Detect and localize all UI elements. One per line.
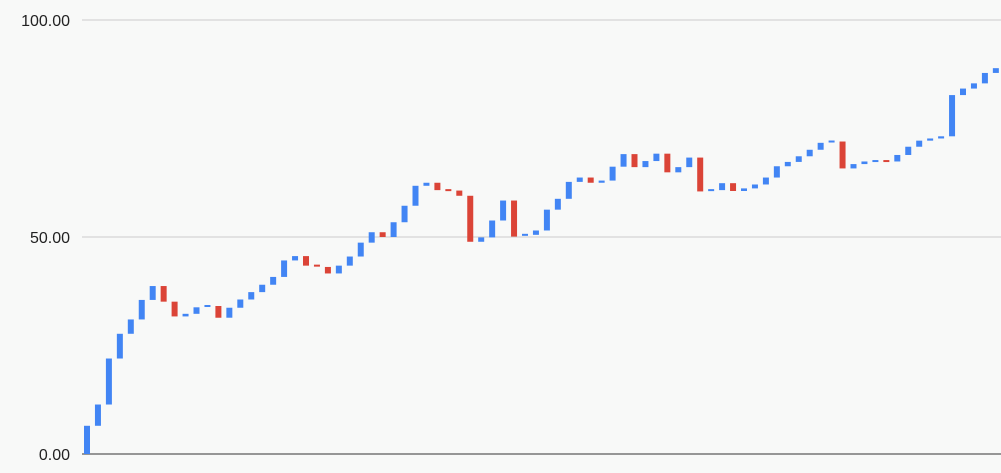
waterfall-bar-increase xyxy=(576,177,583,182)
waterfall-bar-increase xyxy=(861,161,868,165)
waterfall-bar-increase xyxy=(675,167,682,173)
waterfall-bar-increase xyxy=(94,404,101,426)
waterfall-bar-decrease xyxy=(730,183,737,191)
waterfall-bar-decrease xyxy=(434,182,441,191)
waterfall-bar-increase xyxy=(489,220,496,238)
waterfall-bar-increase xyxy=(762,177,769,185)
waterfall-bar-increase xyxy=(149,286,156,300)
waterfall-bar-increase xyxy=(259,284,266,293)
waterfall-bar-increase xyxy=(412,185,419,206)
waterfall-bar-decrease xyxy=(511,200,518,237)
waterfall-bar-decrease xyxy=(215,306,222,318)
waterfall-bar-increase xyxy=(653,153,660,162)
waterfall-bar-decrease xyxy=(883,160,890,163)
waterfall-bar-increase xyxy=(346,256,353,266)
y-tick-label: 100.00 xyxy=(21,13,70,30)
waterfall-bar-decrease xyxy=(303,256,309,266)
waterfall-bar-decrease xyxy=(664,153,671,173)
bars xyxy=(84,68,999,454)
waterfall-bar-increase xyxy=(741,188,747,191)
waterfall-bar-decrease xyxy=(839,141,846,169)
waterfall-bar-increase xyxy=(872,160,879,163)
waterfall-bar-increase xyxy=(248,292,255,300)
waterfall-bar-increase xyxy=(193,307,200,314)
waterfall-bar-increase xyxy=(992,68,999,73)
waterfall-bar-increase xyxy=(817,142,824,150)
waterfall-bar-increase xyxy=(226,307,233,318)
waterfall-bar-increase xyxy=(806,149,813,157)
waterfall-bar-increase xyxy=(357,242,364,257)
waterfall-bar-increase xyxy=(138,299,145,320)
waterfall-bar-increase xyxy=(237,299,244,308)
waterfall-bar-increase xyxy=(708,189,715,192)
y-tick-label: 50.00 xyxy=(30,230,70,247)
waterfall-bar-increase xyxy=(204,305,211,308)
waterfall-bar-increase xyxy=(642,161,649,168)
waterfall-bar-increase xyxy=(719,183,726,191)
waterfall-bar-increase xyxy=(116,333,123,359)
waterfall-bar-increase xyxy=(927,138,934,141)
waterfall-bar-increase xyxy=(500,200,507,221)
waterfall-bar-increase xyxy=(522,233,528,236)
waterfall-bar-decrease xyxy=(467,195,474,242)
waterfall-bar-increase xyxy=(423,182,430,186)
waterfall-bar-increase xyxy=(751,184,758,189)
waterfall-bar-increase xyxy=(281,260,288,277)
waterfall-bar-increase xyxy=(981,72,988,84)
waterfall-bar-increase xyxy=(182,313,189,317)
waterfall-bar-increase xyxy=(598,180,605,183)
waterfall-bar-increase xyxy=(620,154,627,167)
waterfall-bar-increase xyxy=(828,140,835,143)
waterfall-bar-decrease xyxy=(171,301,178,317)
waterfall-bar-increase xyxy=(949,95,956,137)
waterfall-bar-decrease xyxy=(587,177,594,183)
waterfall-bar-increase xyxy=(84,425,90,454)
waterfall-bar-increase xyxy=(894,154,901,162)
waterfall-bar-decrease xyxy=(697,157,704,192)
waterfall-bar-decrease xyxy=(313,264,320,267)
y-axis-tick-labels: 0.00 50.00 100.00 xyxy=(21,13,70,464)
waterfall-bar-increase xyxy=(105,358,112,405)
waterfall-bar-increase xyxy=(390,222,397,237)
waterfall-bar-decrease xyxy=(379,232,386,237)
waterfall-bar-increase xyxy=(565,181,572,199)
waterfall-bar-increase xyxy=(970,83,977,89)
waterfall-bar-increase xyxy=(850,164,857,169)
waterfall-bar-increase xyxy=(795,156,802,162)
waterfall-bar-decrease xyxy=(324,266,331,274)
waterfall-bar-increase xyxy=(960,88,966,96)
waterfall-bar-increase xyxy=(554,198,561,210)
waterfall-bar-increase xyxy=(335,265,342,274)
waterfall-bar-increase xyxy=(916,140,923,147)
waterfall-bar-increase xyxy=(127,319,134,334)
waterfall-bar-decrease xyxy=(456,190,463,196)
waterfall-bar-increase xyxy=(478,237,485,242)
waterfall-bar-increase xyxy=(401,205,408,223)
waterfall-bar-increase xyxy=(543,209,550,231)
waterfall-bar-decrease xyxy=(445,189,452,192)
waterfall-bar-increase xyxy=(773,166,780,178)
waterfall-bar-increase xyxy=(784,161,791,167)
waterfall-bar-increase xyxy=(609,166,616,181)
waterfall-bar-increase xyxy=(532,230,539,235)
waterfall-bar-increase xyxy=(938,136,945,139)
waterfall-bar-increase xyxy=(368,232,375,243)
waterfall-bar-increase xyxy=(686,157,693,168)
y-tick-label: 0.00 xyxy=(39,447,70,464)
waterfall-bar-decrease xyxy=(631,154,638,168)
waterfall-bar-increase xyxy=(292,256,299,261)
waterfall-bar-decrease xyxy=(160,286,167,302)
waterfall-bar-increase xyxy=(905,146,912,155)
gridlines xyxy=(82,19,1001,455)
waterfall-bar-increase xyxy=(270,276,277,285)
